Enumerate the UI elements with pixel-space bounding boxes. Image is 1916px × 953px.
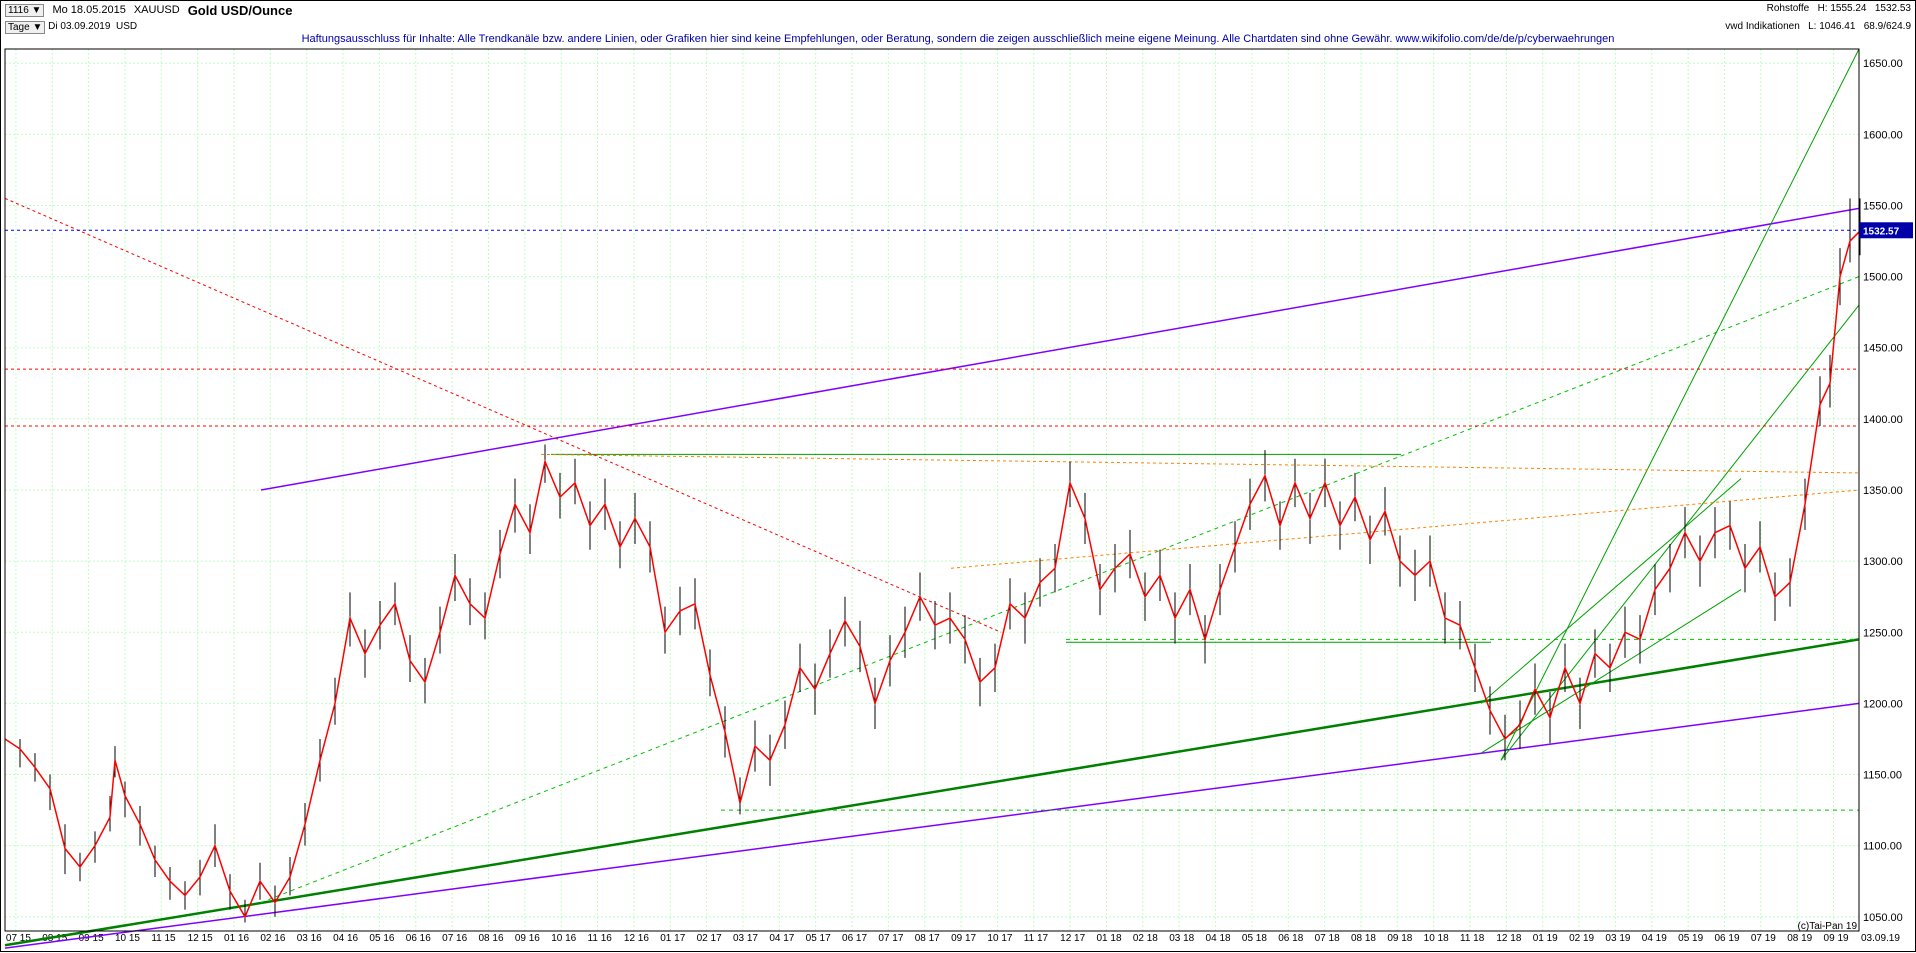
svg-text:1200.00: 1200.00 [1863, 698, 1903, 710]
svg-text:1150.00: 1150.00 [1863, 770, 1902, 782]
svg-text:05 19: 05 19 [1678, 933, 1703, 944]
svg-text:03.09.19: 03.09.19 [1861, 933, 1900, 944]
svg-text:01 19: 01 19 [1533, 933, 1558, 944]
svg-text:1550.00: 1550.00 [1863, 200, 1903, 212]
svg-text:08 16: 08 16 [478, 933, 503, 944]
svg-text:10 18: 10 18 [1424, 933, 1449, 944]
svg-text:09 18: 09 18 [1387, 933, 1412, 944]
svg-text:05 17: 05 17 [806, 933, 831, 944]
svg-text:12 18: 12 18 [1496, 933, 1521, 944]
svg-text:01 18: 01 18 [1096, 933, 1121, 944]
svg-text:07 18: 07 18 [1315, 933, 1340, 944]
svg-text:1500.00: 1500.00 [1863, 272, 1903, 284]
svg-text:1100.00: 1100.00 [1863, 841, 1902, 853]
svg-text:02 19: 02 19 [1569, 933, 1594, 944]
svg-text:07 19: 07 19 [1751, 933, 1776, 944]
svg-text:09 19: 09 19 [1824, 933, 1849, 944]
svg-text:04 17: 04 17 [769, 933, 794, 944]
svg-text:12 15: 12 15 [188, 933, 213, 944]
chart-container: 1116 ▼ Mo 18.05.2015 XAUUSD Gold USD/Oun… [0, 0, 1916, 952]
svg-text:04 19: 04 19 [1642, 933, 1667, 944]
svg-text:03 16: 03 16 [297, 933, 322, 944]
svg-text:02 18: 02 18 [1133, 933, 1158, 944]
svg-text:08 19: 08 19 [1787, 933, 1812, 944]
svg-text:08 17: 08 17 [915, 933, 940, 944]
svg-text:09 16: 09 16 [515, 933, 540, 944]
svg-text:04 18: 04 18 [1206, 933, 1231, 944]
svg-text:06 18: 06 18 [1278, 933, 1303, 944]
svg-text:(c)Tai-Pan 19: (c)Tai-Pan 19 [1798, 921, 1858, 932]
svg-text:1350.00: 1350.00 [1863, 485, 1903, 497]
svg-text:11 17: 11 17 [1024, 933, 1049, 944]
svg-text:02 16: 02 16 [260, 933, 285, 944]
svg-text:1300.00: 1300.00 [1863, 556, 1903, 568]
svg-text:07 16: 07 16 [442, 933, 467, 944]
svg-text:10 15: 10 15 [115, 933, 140, 944]
svg-text:1600.00: 1600.00 [1863, 129, 1903, 141]
svg-text:1650.00: 1650.00 [1863, 58, 1903, 70]
svg-text:05 18: 05 18 [1242, 933, 1267, 944]
svg-text:01 16: 01 16 [224, 933, 249, 944]
svg-text:11 16: 11 16 [588, 933, 613, 944]
svg-text:03 19: 03 19 [1605, 933, 1630, 944]
chart-canvas[interactable]: 1050.00 1100.00 1150.00 1200.00 1250.00 1300.… [1, 1, 1916, 953]
svg-text:01 17: 01 17 [660, 933, 685, 944]
svg-text:06 16: 06 16 [406, 933, 431, 944]
svg-text:1050.00: 1050.00 [1863, 912, 1903, 924]
svg-text:07 17: 07 17 [878, 933, 903, 944]
svg-text:10 16: 10 16 [551, 933, 576, 944]
svg-text:1532.57: 1532.57 [1863, 226, 1900, 237]
svg-text:11 15: 11 15 [151, 933, 176, 944]
svg-text:05 16: 05 16 [369, 933, 394, 944]
svg-text:03 18: 03 18 [1169, 933, 1194, 944]
svg-text:1250.00: 1250.00 [1863, 627, 1903, 639]
svg-text:06 19: 06 19 [1714, 933, 1739, 944]
svg-text:10 17: 10 17 [987, 933, 1012, 944]
svg-text:11 18: 11 18 [1460, 933, 1485, 944]
svg-text:06 17: 06 17 [842, 933, 867, 944]
svg-text:1450.00: 1450.00 [1863, 343, 1903, 355]
svg-text:04 16: 04 16 [333, 933, 358, 944]
svg-text:09 17: 09 17 [951, 933, 976, 944]
svg-text:03 17: 03 17 [733, 933, 758, 944]
svg-text:12 17: 12 17 [1060, 933, 1085, 944]
svg-text:12 16: 12 16 [624, 933, 649, 944]
svg-text:08 18: 08 18 [1351, 933, 1376, 944]
svg-text:1400.00: 1400.00 [1863, 414, 1903, 426]
svg-text:02 17: 02 17 [697, 933, 722, 944]
